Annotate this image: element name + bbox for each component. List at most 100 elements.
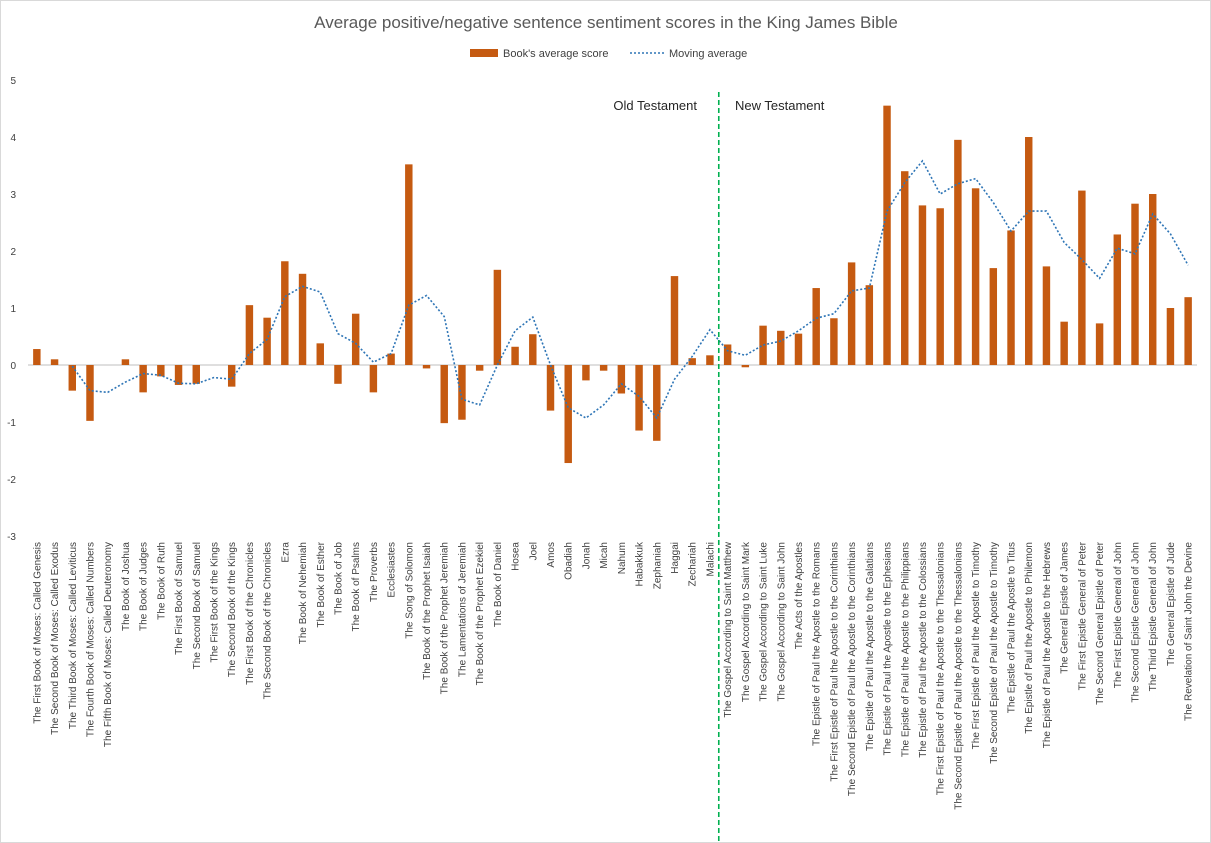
bar xyxy=(405,164,413,365)
x-category-label: The Gospel According to Saint Luke xyxy=(759,542,770,702)
x-category-label: The General Epistle of James xyxy=(1060,542,1071,674)
x-category-label: The Second Book of Moses: Called Exodus xyxy=(50,542,61,735)
bar xyxy=(1149,194,1157,365)
bar xyxy=(759,325,767,365)
x-category-label: Joel xyxy=(528,542,539,560)
bar xyxy=(847,262,856,365)
bar xyxy=(1007,230,1015,365)
legend: Book's average score Moving average xyxy=(470,48,747,60)
bar xyxy=(440,365,448,424)
bar xyxy=(954,139,962,365)
bar xyxy=(830,318,838,365)
bar xyxy=(281,261,289,365)
x-category-label: The Book of the Prophet Jeremiah xyxy=(440,542,451,694)
x-category-label: The Book of Job xyxy=(333,542,344,615)
x-category-label: The Second Book of the Kings xyxy=(227,542,238,677)
legend-line-label: Moving average xyxy=(669,48,747,60)
x-category-label: The Book of Nehemiah xyxy=(298,542,309,644)
x-category-label: The Acts of the Apostles xyxy=(794,542,805,649)
x-category-label: Malachi xyxy=(705,542,716,576)
bar xyxy=(546,365,555,411)
y-tick-label: -3 xyxy=(7,532,16,543)
bar xyxy=(989,268,998,365)
bar xyxy=(582,365,590,381)
x-category-label: The Book of the Prophet Ezekiel xyxy=(475,542,486,685)
bar xyxy=(316,343,324,365)
x-category-label: The Epistle of Paul the Apostle to Titus xyxy=(1007,542,1018,713)
y-tick-label: 5 xyxy=(10,76,16,87)
x-category-label: The First Book of the Chronicles xyxy=(245,542,256,685)
x-category-label: The Book of Judges xyxy=(139,542,150,631)
bar xyxy=(635,365,643,431)
y-tick-label: 4 xyxy=(10,133,16,144)
x-category-label: The First Epistle General of Peter xyxy=(1077,541,1088,690)
y-tick-label: -2 xyxy=(7,475,16,486)
x-category-label: The First Epistle of Paul the Apostle to… xyxy=(936,542,947,795)
x-category-label: Haggai xyxy=(670,542,681,574)
x-category-label: The Gospel According to Saint Matthew xyxy=(723,541,734,717)
bar xyxy=(33,349,41,365)
bar xyxy=(174,365,183,385)
bar xyxy=(475,365,484,371)
bar xyxy=(369,365,378,393)
bar xyxy=(688,358,696,365)
x-category-label: The Proverbs xyxy=(369,542,380,602)
bar xyxy=(794,333,803,365)
x-category-label: The Second General Epistle of Peter xyxy=(1095,541,1106,705)
x-category-label: Obadiah xyxy=(564,542,575,580)
new-testament-label: New Testament xyxy=(735,98,825,113)
bar xyxy=(1060,321,1068,365)
bar xyxy=(50,359,59,365)
bar xyxy=(1131,203,1139,365)
x-category-label: The Second Book of Samuel xyxy=(192,542,203,669)
bar xyxy=(351,313,360,365)
y-tick-label: 2 xyxy=(10,247,16,258)
x-category-label: The Epistle of Paul the Apostle to the C… xyxy=(918,542,929,758)
bar xyxy=(68,365,76,391)
bar xyxy=(263,317,271,365)
y-tick-label: 3 xyxy=(10,190,16,201)
x-category-label: The Gospel According to Saint John xyxy=(776,542,787,702)
x-category-label: The Fifth Book of Moses: Called Deuteron… xyxy=(103,542,114,747)
bar xyxy=(936,208,944,365)
x-category-label: Amos xyxy=(546,542,557,568)
bar xyxy=(653,365,661,441)
bar xyxy=(511,346,519,365)
x-category-label: Hosea xyxy=(511,542,522,571)
bar xyxy=(245,305,254,365)
bar xyxy=(298,273,307,365)
x-category-label: The First Book of Samuel xyxy=(174,542,185,655)
bar xyxy=(1184,297,1192,365)
gridlines xyxy=(28,79,1197,537)
x-category-label: Habakkuk xyxy=(635,541,646,586)
bars xyxy=(33,105,1192,464)
bar xyxy=(458,365,466,420)
x-category-label: The Second Epistle of Paul the Apostle t… xyxy=(847,542,858,796)
x-category-label: The Second Epistle General of John xyxy=(1131,542,1142,703)
old-testament-label: Old Testament xyxy=(613,98,697,113)
bar xyxy=(564,365,572,464)
bar xyxy=(901,171,909,365)
bar xyxy=(670,276,679,365)
bar xyxy=(1113,234,1122,365)
x-category-label: The Book of Ruth xyxy=(156,542,167,620)
bar xyxy=(1042,266,1051,365)
bar xyxy=(1095,323,1104,365)
x-category-label: The First Epistle of Paul the Apostle to… xyxy=(971,542,982,749)
x-category-label: The Book of the Prophet Isaiah xyxy=(422,542,433,680)
x-category-label: The Second Book of the Chronicles xyxy=(263,542,274,699)
x-category-label: The Revelation of Saint John the Devine xyxy=(1184,542,1195,721)
x-category-label: The Book of Esther xyxy=(316,541,327,627)
x-category-label: The First Book of the Kings xyxy=(209,542,220,663)
x-category-label: The Second Epistle of Paul the Apostle t… xyxy=(953,542,964,810)
x-category-label: Jonah xyxy=(581,542,592,569)
bar xyxy=(741,365,750,368)
bar xyxy=(883,105,891,366)
moving-average-line xyxy=(71,159,1189,420)
x-category-label: Zechariah xyxy=(688,542,699,586)
x-category-label: The Epistle of Paul the Apostle to the R… xyxy=(812,542,823,746)
x-category-label: The Song of Solomon xyxy=(404,542,415,639)
x-category-label: The First Book of Moses: Called Genesis xyxy=(32,542,43,724)
bar xyxy=(918,205,927,365)
bar xyxy=(86,365,94,421)
